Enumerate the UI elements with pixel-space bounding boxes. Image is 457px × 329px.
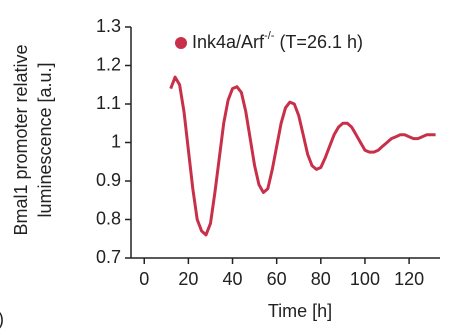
data-line [169,75,436,237]
x-tick-label: 40 [223,269,243,289]
legend-text: (T=26.1 h) [274,32,363,52]
y-tick-label: 1.2 [96,54,121,74]
legend-marker [175,37,187,49]
y-tick-label: 1.3 [96,16,121,36]
x-tick-label: 60 [267,269,287,289]
x-tick-label: 80 [311,269,331,289]
y-axis-label: Bmal1 promoter relative [11,44,31,235]
x-tick-label: 20 [178,269,198,289]
x-axis-label: Time [h] [268,301,332,321]
legend-sup: -/- [264,30,275,42]
y-axis-label: luminescence [a.u.] [35,62,55,217]
x-tick-label: 120 [394,269,424,289]
x-tick-label: 0 [139,269,149,289]
y-tick-label: 0.7 [96,247,121,267]
annotation: l) [0,309,4,329]
y-tick-label: 1.1 [96,93,121,113]
legend-label: Ink4a/Arf-/- (T=26.1 h) [192,30,363,52]
x-tick-label: 100 [350,269,380,289]
legend-text: Ink4a/Arf [192,32,265,52]
y-tick-label: 1 [111,131,121,151]
y-tick-label: 0.8 [96,208,121,228]
y-tick-label: 0.9 [96,170,121,190]
